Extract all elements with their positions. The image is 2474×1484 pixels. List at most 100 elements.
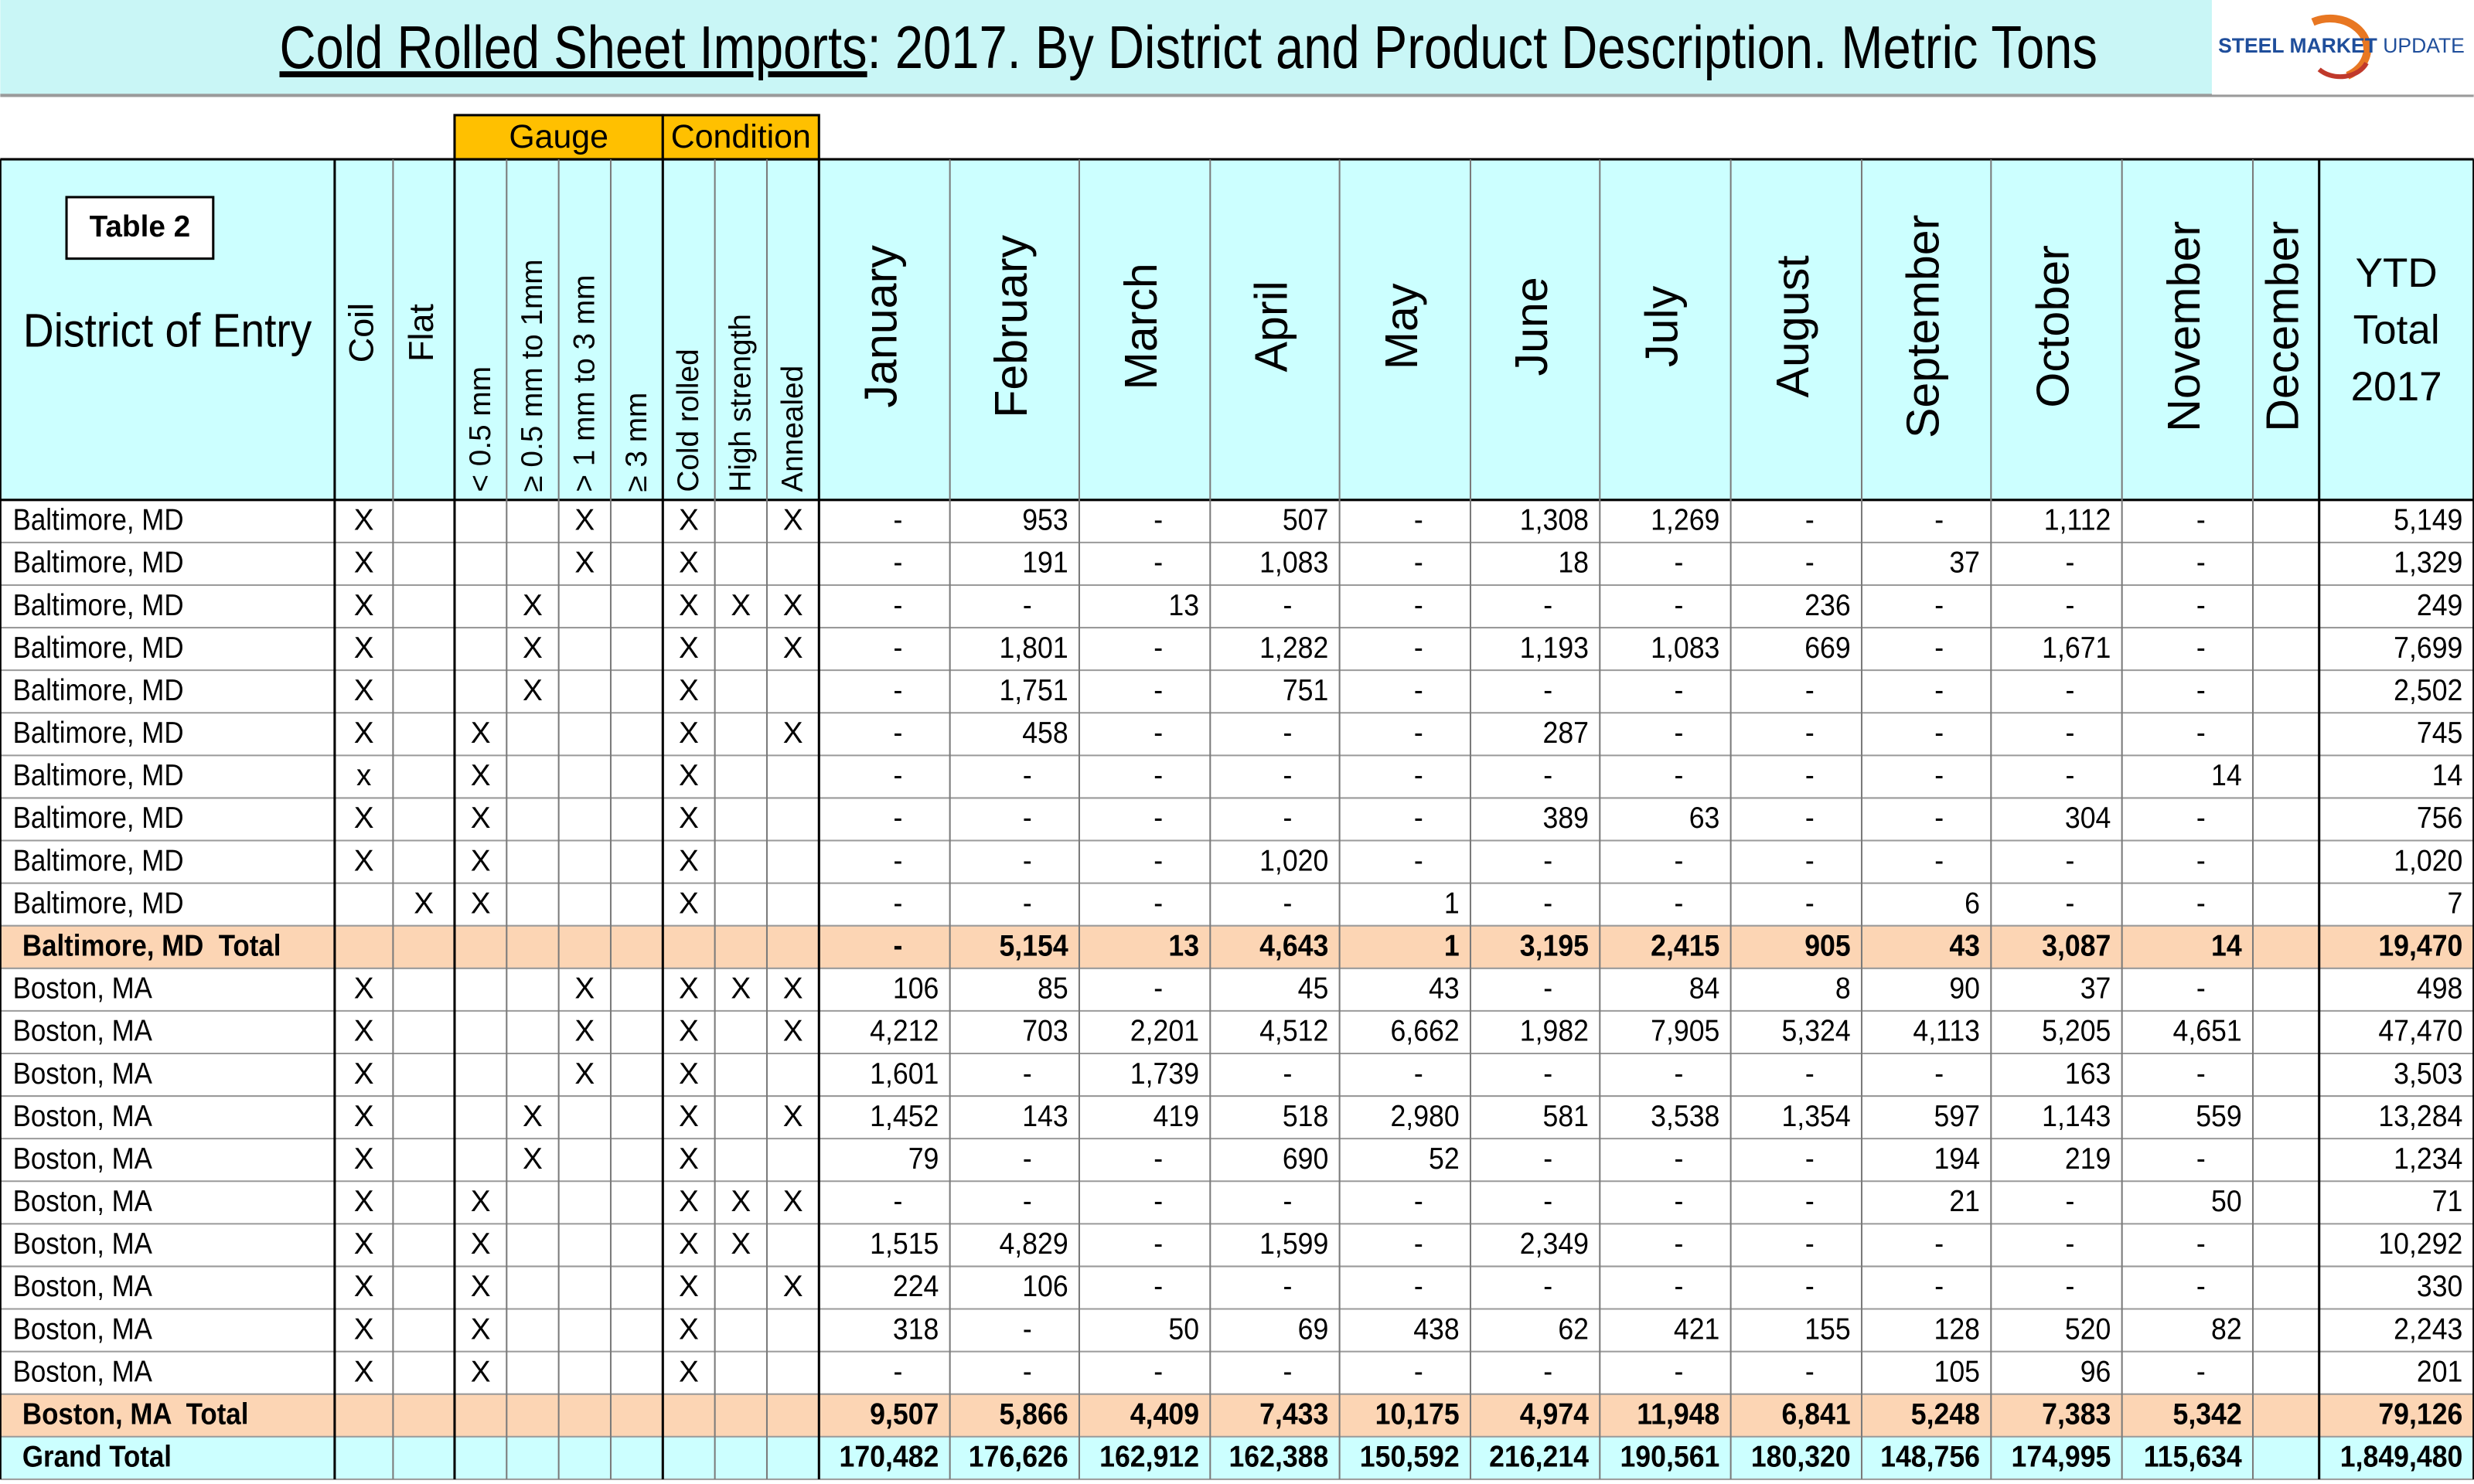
month-cell: - bbox=[1543, 843, 1552, 877]
month-cell: - bbox=[1543, 1354, 1552, 1388]
flag-cell: X bbox=[783, 1100, 803, 1133]
month-cell: - bbox=[1414, 716, 1423, 750]
month-cell: 8 bbox=[1835, 971, 1851, 1005]
flag-cell: X bbox=[354, 674, 374, 707]
row-background bbox=[0, 1053, 2474, 1097]
flag-cell: X bbox=[354, 844, 374, 877]
month-cell: - bbox=[2066, 587, 2075, 621]
flag-cell: X bbox=[783, 589, 803, 622]
month-cell: - bbox=[2196, 843, 2206, 877]
month-cell: - bbox=[894, 928, 903, 962]
month-cell: - bbox=[1283, 758, 1293, 792]
month-cell: - bbox=[1675, 886, 1684, 920]
header-band bbox=[0, 159, 2474, 500]
month-cell: 50 bbox=[2211, 1184, 2242, 1218]
group-label: Gauge bbox=[509, 118, 608, 155]
month-cell: 37 bbox=[2080, 971, 2111, 1005]
month-cell: - bbox=[2196, 1227, 2206, 1261]
column-header: July bbox=[1636, 285, 1688, 367]
column-header: YTD bbox=[2356, 250, 2438, 296]
month-cell: - bbox=[894, 673, 903, 707]
month-cell: - bbox=[2196, 801, 2206, 835]
month-cell: 3,087 bbox=[2042, 928, 2111, 962]
cells: District of Entry Coil Flat < 0.5 mm ≥ 0.5 m… bbox=[13, 215, 2463, 1473]
month-cell: - bbox=[1934, 758, 1944, 792]
total-background bbox=[0, 925, 2474, 968]
flag-cell: X bbox=[471, 844, 491, 877]
district-cell: Baltimore, MD bbox=[13, 758, 184, 791]
month-cell: - bbox=[1023, 1056, 1032, 1090]
month-cell: 43 bbox=[1429, 971, 1460, 1005]
month-cell: - bbox=[1154, 801, 1163, 835]
month-cell: - bbox=[1675, 1184, 1684, 1218]
month-cell: - bbox=[1934, 1269, 1944, 1303]
flag-cell: X bbox=[354, 1185, 374, 1218]
district-cell: Baltimore, MD bbox=[13, 844, 184, 877]
month-cell: - bbox=[1543, 587, 1552, 621]
district-cell: Boston, MA bbox=[13, 972, 153, 1005]
month-cell: - bbox=[1414, 1056, 1423, 1090]
district-cell: Boston, MA bbox=[13, 1142, 153, 1175]
flag-cell: X bbox=[523, 674, 543, 707]
flag-cell: X bbox=[414, 887, 434, 920]
month-cell: 14 bbox=[2211, 928, 2242, 962]
month-cell: - bbox=[1023, 886, 1032, 920]
flag-cell: X bbox=[679, 972, 699, 1006]
month-cell: 1,801 bbox=[999, 630, 1068, 664]
month-cell: 4,829 bbox=[999, 1227, 1068, 1261]
column-header: Total bbox=[2353, 308, 2440, 353]
flag-cell: X bbox=[574, 504, 595, 537]
month-cell: - bbox=[2196, 1354, 2206, 1388]
flag-cell: X bbox=[523, 1100, 543, 1133]
column-header: January bbox=[855, 245, 907, 408]
flag-cell: X bbox=[731, 589, 751, 622]
district-cell: Boston, MA bbox=[13, 1014, 153, 1047]
flag-cell: X bbox=[574, 1015, 595, 1048]
month-cell: - bbox=[1805, 1184, 1815, 1218]
month-cell: 9,507 bbox=[870, 1397, 939, 1431]
flag-cell: X bbox=[471, 887, 491, 920]
ytd-cell: 1,234 bbox=[2394, 1142, 2462, 1176]
month-cell: - bbox=[1283, 587, 1293, 621]
month-cell: - bbox=[1805, 1142, 1815, 1176]
flag-cell: X bbox=[471, 1270, 491, 1303]
month-cell: - bbox=[1543, 886, 1552, 920]
row-background bbox=[0, 840, 2474, 883]
month-cell: - bbox=[1154, 1354, 1163, 1388]
title-main: Cold Rolled Sheet Imports bbox=[279, 15, 867, 82]
column-header: December bbox=[2256, 221, 2308, 432]
month-cell: - bbox=[894, 886, 903, 920]
flag-cell: x bbox=[356, 759, 371, 792]
month-cell: - bbox=[1414, 1227, 1423, 1261]
month-cell: - bbox=[1805, 886, 1815, 920]
month-cell: - bbox=[894, 502, 903, 536]
month-cell: - bbox=[2066, 843, 2075, 877]
logo-swoosh bbox=[2311, 14, 2372, 80]
month-cell: - bbox=[1543, 1142, 1552, 1176]
ytd-cell: 7 bbox=[2448, 886, 2463, 920]
column-header: Coil bbox=[342, 303, 381, 362]
month-cell: 1,515 bbox=[870, 1227, 939, 1261]
month-cell: 318 bbox=[893, 1312, 939, 1346]
month-cell: - bbox=[2066, 716, 2075, 750]
flag-cell: X bbox=[679, 1227, 699, 1261]
flag-cell: X bbox=[471, 802, 491, 835]
row-background bbox=[0, 1010, 2474, 1053]
month-cell: 1,020 bbox=[1259, 843, 1328, 877]
month-cell: 143 bbox=[1022, 1098, 1068, 1132]
month-cell: - bbox=[1023, 801, 1032, 835]
flag-cell: X bbox=[354, 716, 374, 750]
month-cell: - bbox=[1805, 1269, 1815, 1303]
flag-cell: X bbox=[679, 802, 699, 835]
flag-cell: X bbox=[574, 1057, 595, 1091]
flag-cell: X bbox=[354, 1227, 374, 1261]
ytd-cell: 71 bbox=[2432, 1184, 2463, 1218]
month-cell: 2,201 bbox=[1130, 1013, 1199, 1047]
district-cell: Boston, MA bbox=[13, 1227, 153, 1260]
month-cell: - bbox=[894, 1184, 903, 1218]
month-cell: 2,415 bbox=[1651, 928, 1719, 962]
month-cell: 4,409 bbox=[1130, 1397, 1199, 1431]
flag-cell: X bbox=[783, 972, 803, 1006]
row-background bbox=[0, 628, 2474, 671]
